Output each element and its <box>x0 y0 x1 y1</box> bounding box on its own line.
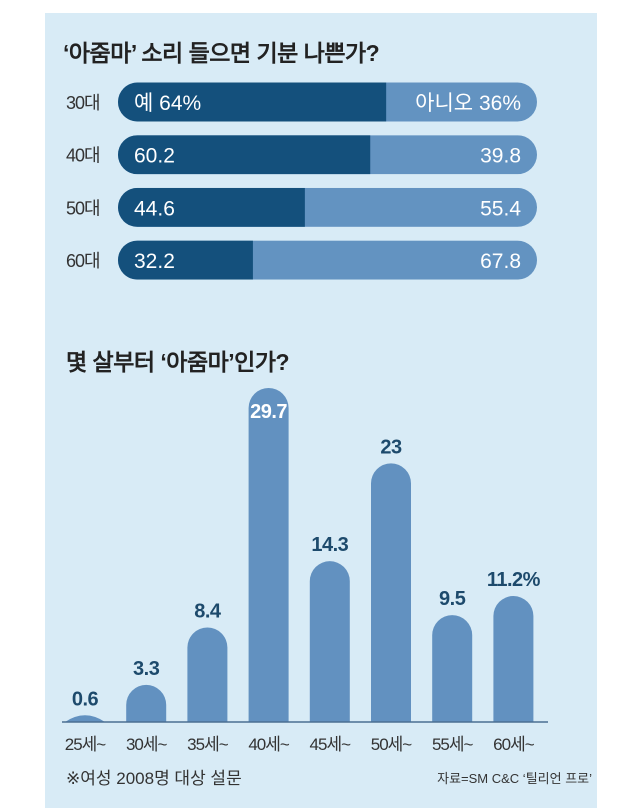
row-label: 40대 <box>66 146 100 166</box>
x-tick-label: 60세~ <box>493 735 535 754</box>
bar-yes-50대 <box>118 187 305 227</box>
footnote: ※여성 2008명 대상 설문 <box>66 769 242 788</box>
row-label: 50대 <box>66 198 100 218</box>
bar-40세~ <box>248 388 289 722</box>
label-yes: 44.6 <box>134 197 175 220</box>
bar-35세~ <box>187 627 228 722</box>
label-no: 67.8 <box>480 250 521 273</box>
x-tick-label: 40세~ <box>248 735 290 754</box>
label-no: 55.4 <box>480 197 521 220</box>
x-tick-label: 35세~ <box>187 735 229 754</box>
x-tick-label: 25세~ <box>65 735 107 754</box>
bar-25세~ <box>65 715 105 722</box>
value-label: 3.3 <box>133 658 160 680</box>
row-label: 30대 <box>66 93 100 113</box>
value-label: 29.7 <box>250 401 287 423</box>
bar-yes-40대 <box>118 135 371 175</box>
bar-50세~ <box>371 463 411 722</box>
chart2-title: 몇 살부터 ‘아줌마’인가? <box>66 349 290 375</box>
value-label: 11.2% <box>487 569 541 591</box>
bar-60세~ <box>493 596 534 722</box>
x-tick-label: 30세~ <box>126 735 168 754</box>
bar-45세~ <box>309 561 350 722</box>
value-label: 8.4 <box>194 601 222 623</box>
value-label: 9.5 <box>439 588 466 610</box>
chart1-title: ‘아줌마’ 소리 들으면 기분 나쁜가? <box>63 40 380 66</box>
x-tick-label: 50세~ <box>371 735 413 754</box>
label-yes: 32.2 <box>134 250 175 273</box>
x-tick-label: 55세~ <box>432 735 474 754</box>
bar-30세~ <box>126 684 167 722</box>
x-tick-label: 45세~ <box>310 735 352 754</box>
row-label: 60대 <box>66 251 100 271</box>
value-label: 0.6 <box>72 688 99 710</box>
bar-yes-60대 <box>118 240 253 280</box>
label-yes: 예 64% <box>134 92 201 115</box>
source-note: 자료=SM C&C ‘틸리언 프로’ <box>437 771 592 786</box>
value-label: 14.3 <box>311 534 348 556</box>
bar-yes-30대 <box>118 82 387 122</box>
label-no: 39.8 <box>480 145 521 168</box>
label-yes: 60.2 <box>134 145 175 168</box>
value-label: 23 <box>380 436 402 458</box>
bar-55세~ <box>432 615 473 722</box>
label-no: 아니오 36% <box>415 92 521 115</box>
